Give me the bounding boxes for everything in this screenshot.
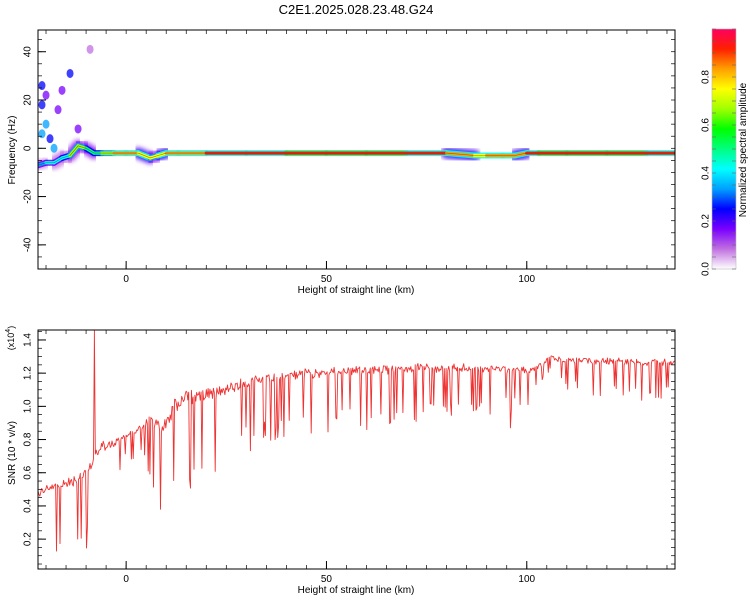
scatter-blob — [50, 143, 58, 153]
y-tick-label: 40 — [23, 46, 34, 58]
snr-xlabel: Height of straight line (km) — [298, 585, 415, 596]
y-tick-label: 0 — [23, 145, 34, 151]
y-tick-label: 1.0 — [23, 399, 34, 413]
colorbar-label: Normalized spectral amplitude — [738, 82, 749, 217]
scatter-blob — [38, 100, 46, 110]
scatter-blob — [38, 81, 46, 91]
x-tick-label: 0 — [123, 574, 129, 585]
colorbar-tick-label: 0.6 — [701, 118, 712, 132]
y-tick-label: 0.6 — [23, 465, 34, 479]
y-tick-label: 1.2 — [23, 366, 34, 380]
y-tick-label: 20 — [23, 94, 34, 106]
scatter-blob — [54, 105, 62, 115]
snr-multiplier: (x104) — [5, 326, 16, 350]
ridge-centerline — [38, 145, 675, 166]
spectrogram-panel: 0 50 100 -40 -20 0 20 40 Height of straight lin… — [7, 29, 676, 296]
colorbar-tick-label: 0.0 — [701, 262, 712, 276]
spectrogram-axes: 0 50 100 -40 -20 0 20 40 — [23, 30, 675, 285]
snr-axes: 0 50 100 0.2 0.4 0.6 0.8 1.0 1.2 1.4 — [23, 330, 675, 585]
x-tick-label: 50 — [321, 274, 333, 285]
spectrogram-marks — [38, 44, 675, 173]
colorbar-tick-label: 0.8 — [701, 70, 712, 84]
y-tick-label: 0.2 — [23, 532, 34, 546]
colorbar-ticks: 0.0 0.2 0.4 0.6 0.8 — [701, 28, 736, 276]
x-tick-label: 100 — [518, 574, 535, 585]
y-tick-label: -40 — [23, 237, 34, 252]
scatter-blob — [38, 129, 46, 139]
scatter-blob — [42, 90, 50, 100]
scatter-blob — [58, 85, 66, 95]
y-tick-label: 1.4 — [23, 333, 34, 347]
x-tick-label: 0 — [123, 274, 129, 285]
snr-frame — [37, 329, 676, 570]
y-tick-label: 0.8 — [23, 432, 34, 446]
colorbar: 0.0 0.2 0.4 0.6 0.8 Normalized spectral ampl… — [701, 28, 749, 276]
scatter-blob — [66, 68, 74, 78]
scatter-blob — [74, 124, 82, 134]
colorbar-tick-label: 0.4 — [701, 166, 712, 180]
scatter-blob — [86, 44, 94, 54]
spectrogram-xlabel: Height of straight line (km) — [298, 285, 415, 296]
colorbar-tick-label: 0.2 — [701, 214, 712, 228]
y-tick-label: -20 — [23, 189, 34, 204]
snr-ylabel: SNR (10 * v/v) — [7, 421, 18, 485]
scatter-blob — [42, 119, 50, 129]
snr-series-line — [38, 330, 675, 552]
x-tick-label: 100 — [518, 274, 535, 285]
y-tick-label: 0.4 — [23, 499, 34, 513]
spectrogram-frame — [37, 29, 676, 270]
spectrogram-ylabel: Frequency (Hz) — [7, 116, 18, 185]
x-tick-label: 50 — [321, 574, 333, 585]
scatter-blob — [46, 134, 54, 144]
snr-marks — [38, 330, 675, 552]
figure-title: C2E1.2025.028.23.48.G24 — [279, 2, 434, 17]
snr-panel: 0 50 100 0.2 0.4 0.6 0.8 1.0 1.2 1.4 Height of st… — [5, 326, 676, 596]
